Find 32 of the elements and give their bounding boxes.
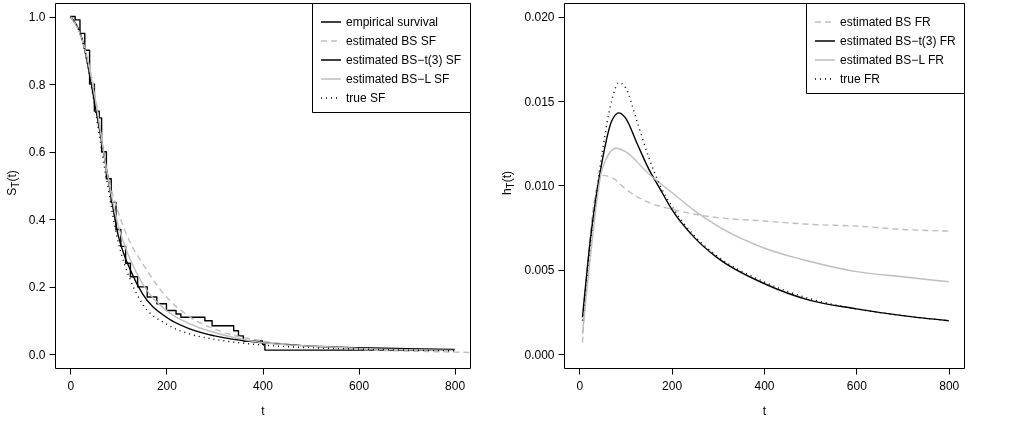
x-tick-label: 400 [252, 378, 274, 393]
legend-label: estimated BS SF [346, 34, 437, 48]
x-tick-label: 800 [445, 378, 466, 393]
legend-label: estimated BS FR [840, 15, 932, 29]
x-axis-title: t [261, 403, 266, 418]
y-tick-label: 0.4 [28, 212, 46, 227]
x-tick-label: 0 [576, 378, 584, 393]
y-tick-label: 0.010 [524, 179, 555, 193]
x-tick-label: 600 [846, 378, 868, 393]
x-tick-label: 200 [662, 378, 683, 393]
x-tick-label: 600 [349, 378, 370, 393]
y-tick-label: 0.020 [524, 10, 555, 25]
y-tick-label: 1.0 [28, 10, 46, 25]
y-tick-label: 0.015 [524, 94, 555, 109]
x-tick-label: 800 [939, 378, 960, 393]
y-tick-label: 0.6 [28, 145, 46, 160]
legend-label: estimated BS−L SF [346, 72, 450, 86]
y-tick-label: 0.2 [28, 280, 46, 295]
y-tick-label: 0.005 [524, 263, 555, 278]
legend-label: estimated BS−t(3) FR [840, 34, 957, 48]
x-axis-title: t [762, 403, 767, 418]
legend-label: estimated BS−t(3) SF [346, 53, 462, 67]
x-tick-label: 400 [754, 378, 775, 393]
legend-label: true SF [346, 91, 386, 105]
x-tick-label: 0 [67, 378, 75, 393]
legend-label: true FR [840, 72, 881, 86]
legend-label: estimated BS−L FR [840, 53, 945, 67]
y-tick-label: 0.000 [524, 347, 555, 362]
x-tick-label: 200 [156, 378, 178, 393]
y-tick-label: 0.8 [28, 77, 46, 92]
y-tick-label: 0.0 [28, 347, 46, 362]
legend-label: empirical survival [346, 15, 439, 29]
